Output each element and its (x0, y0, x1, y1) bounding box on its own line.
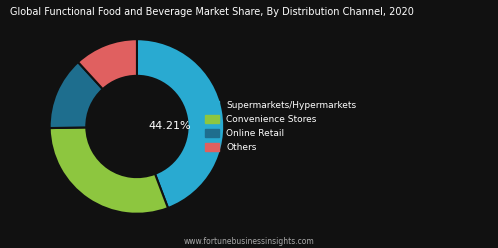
Wedge shape (50, 127, 168, 214)
Wedge shape (137, 39, 224, 208)
Wedge shape (50, 62, 103, 128)
Text: 44.21%: 44.21% (149, 122, 191, 131)
Legend: Supermarkets/Hypermarkets, Convenience Stores, Online Retail, Others: Supermarkets/Hypermarkets, Convenience S… (203, 98, 359, 155)
Text: www.fortunebusinessinsights.com: www.fortunebusinessinsights.com (184, 237, 314, 246)
Wedge shape (78, 39, 137, 89)
Text: Global Functional Food and Beverage Market Share, By Distribution Channel, 2020: Global Functional Food and Beverage Mark… (10, 7, 414, 17)
